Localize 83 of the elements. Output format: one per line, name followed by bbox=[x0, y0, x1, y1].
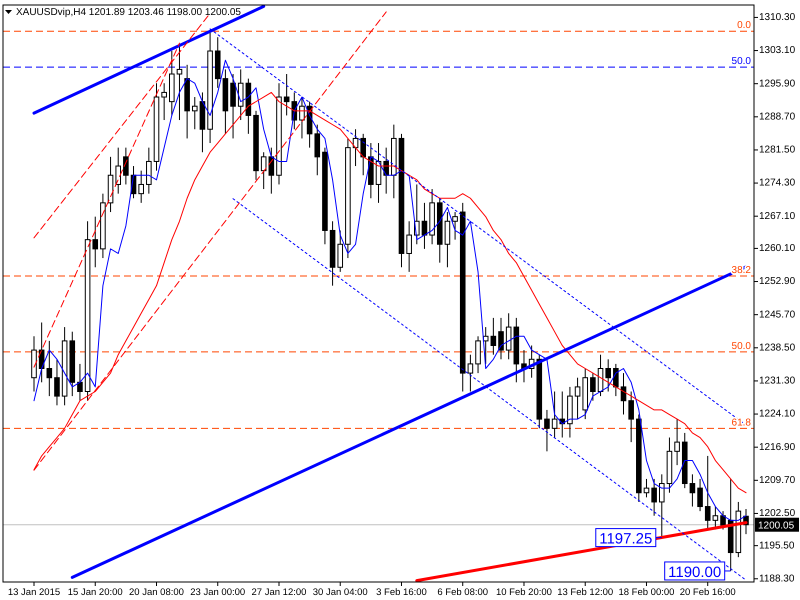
y-tick-label: 1252.90 bbox=[759, 276, 796, 288]
ref-line-label: 1200.05 bbox=[758, 520, 795, 532]
y-tick-label: 1238.50 bbox=[759, 342, 796, 354]
candlestick bbox=[115, 147, 122, 194]
x-tick-label: 3 Feb 16:00 bbox=[376, 587, 427, 598]
candlestick bbox=[46, 340, 52, 397]
candlestick bbox=[644, 478, 650, 498]
candlestick bbox=[299, 96, 305, 139]
annotation: 1197.25 bbox=[599, 530, 652, 548]
candlestick bbox=[720, 510, 726, 530]
y-tick-label: 1295.90 bbox=[759, 78, 796, 90]
candlestick bbox=[490, 317, 496, 356]
y-tick-label: 1274.30 bbox=[759, 178, 796, 189]
candlestick bbox=[77, 363, 83, 402]
candlestick bbox=[138, 170, 144, 204]
x-tick-label: 13 Feb 12:00 bbox=[557, 587, 614, 598]
candlestick bbox=[230, 74, 236, 139]
candlestick bbox=[176, 46, 182, 121]
candlestick bbox=[574, 377, 580, 420]
candlestick bbox=[146, 147, 152, 194]
candlestick bbox=[475, 336, 481, 374]
annotation: 61.8 bbox=[732, 417, 752, 428]
y-tick-label: 1281.50 bbox=[759, 144, 796, 156]
x-tick-label: 20 Feb 16:00 bbox=[680, 587, 736, 598]
candlestick bbox=[704, 455, 711, 530]
y-tick-label: 1288.70 bbox=[759, 111, 796, 122]
candlestick bbox=[628, 391, 634, 443]
candlestick bbox=[352, 128, 358, 167]
candlestick bbox=[444, 212, 450, 268]
y-tick-label: 1303.10 bbox=[759, 45, 796, 56]
annotation: 1190.00 bbox=[668, 564, 722, 581]
chart-title: XAUUSDvip,H4 1201.89 1203.46 1198.00 1200.05 bbox=[16, 7, 242, 18]
x-tick-label: 13 Jan 2015 bbox=[8, 587, 60, 598]
x-tick-label: 18 Feb 00:00 bbox=[618, 587, 674, 598]
y-tick-label: 1202.50 bbox=[759, 508, 796, 520]
x-tick-label: 27 Jan 12:00 bbox=[252, 587, 306, 598]
y-tick-label: 1231.30 bbox=[759, 376, 796, 387]
candlestick bbox=[314, 124, 320, 176]
y-tick-label: 1195.50 bbox=[759, 540, 795, 552]
candlestick bbox=[337, 230, 344, 272]
candlestick bbox=[544, 409, 550, 452]
candlestick bbox=[620, 372, 626, 416]
y-tick-label: 1209.70 bbox=[759, 474, 796, 486]
candlestick bbox=[605, 358, 611, 392]
candlestick bbox=[452, 212, 458, 240]
candlestick bbox=[284, 74, 290, 116]
candlestick bbox=[92, 216, 98, 268]
x-tick-label: 30 Jan 04:00 bbox=[312, 587, 368, 598]
y-tick-label: 1310.30 bbox=[759, 12, 796, 24]
candlestick bbox=[54, 358, 60, 406]
candlestick bbox=[590, 372, 596, 402]
candlestick bbox=[552, 391, 558, 438]
candlestick bbox=[468, 354, 474, 392]
x-tick-label: 23 Jan 00:00 bbox=[190, 587, 246, 598]
candlestick bbox=[406, 220, 412, 272]
candlestick bbox=[192, 96, 198, 130]
candlestick bbox=[690, 474, 696, 508]
x-tick-label: 20 Jan 08:00 bbox=[129, 587, 184, 598]
candlestick bbox=[360, 133, 366, 176]
candlestick bbox=[422, 202, 428, 250]
x-tick-label: 15 Jan 20:00 bbox=[68, 587, 123, 598]
x-tick-label: 6 Feb 08:00 bbox=[437, 587, 488, 598]
candlestick bbox=[123, 147, 129, 185]
candlestick bbox=[697, 478, 703, 512]
y-tick-label: 1188.30 bbox=[759, 573, 795, 584]
candlestick bbox=[498, 317, 504, 360]
annotation: 50.0 bbox=[732, 340, 752, 352]
candlestick bbox=[161, 82, 167, 121]
y-tick-label: 1267.10 bbox=[759, 210, 796, 222]
y-tick-label: 1216.90 bbox=[759, 442, 796, 453]
annotation: 50.0 bbox=[732, 56, 752, 68]
y-tick-label: 1260.10 bbox=[759, 243, 796, 254]
candlestick bbox=[598, 354, 604, 397]
candlestick bbox=[658, 474, 665, 538]
candlestick bbox=[376, 142, 382, 204]
annotation: 0.0 bbox=[737, 20, 752, 32]
candlestick bbox=[674, 418, 680, 466]
y-tick-label: 1245.70 bbox=[759, 309, 796, 320]
candlestick bbox=[651, 478, 657, 516]
x-tick-label: 10 Feb 20:00 bbox=[496, 587, 552, 598]
y-tick-label: 1224.10 bbox=[759, 408, 796, 420]
candlestick bbox=[506, 312, 512, 360]
candlestick bbox=[260, 152, 266, 190]
